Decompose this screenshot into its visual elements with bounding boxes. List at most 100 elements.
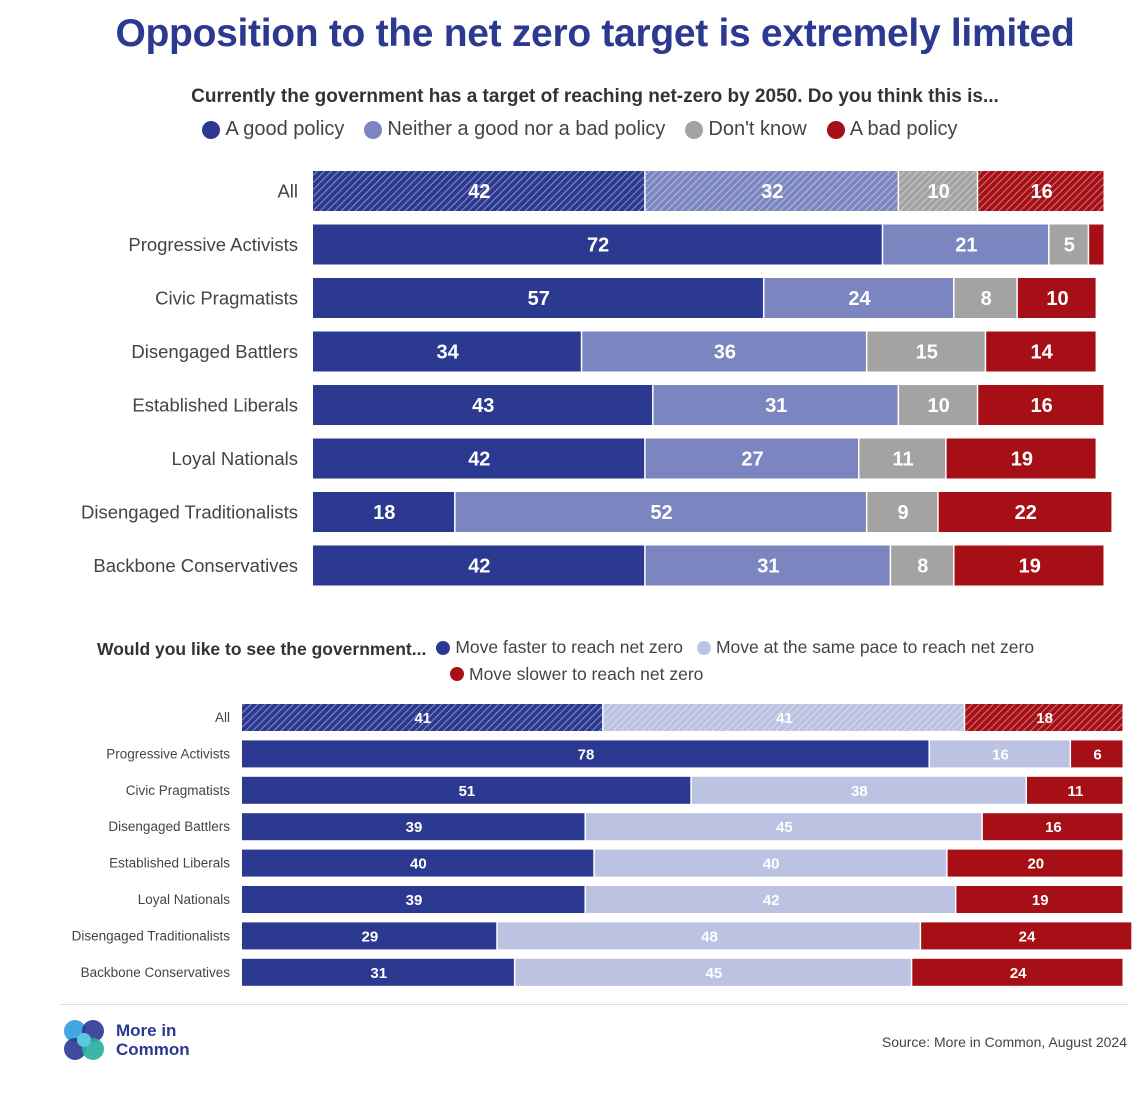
- bar-loyal-nationals-move-faster-to-reach-net-zero: [242, 886, 585, 913]
- bar-disengaged-traditionalists-move-faster-to-reach-net-zero: [242, 922, 497, 950]
- value-label-progressive-activists-neither-a-good-nor-a-bad-policy: 21: [955, 235, 977, 257]
- value-label-established-liberals-a-bad-policy: 16: [1031, 395, 1053, 417]
- value-label-backbone-conservatives-don-t-know: 8: [917, 556, 928, 578]
- bar-disengaged-battlers-a-good-policy: [313, 331, 581, 372]
- bar-disengaged-battlers-move-faster-to-reach-net-zero: [242, 813, 585, 841]
- value-label-backbone-conservatives-move-faster-to-reach-net-zero: 31: [370, 965, 387, 982]
- bar-civic-pragmatists-a-good-policy: [313, 278, 763, 318]
- category-label-disengaged-battlers: Disengaged Battlers: [108, 819, 230, 834]
- legend-dot-dontknow: [685, 120, 704, 139]
- category-label-civic-pragmatists: Civic Pragmatists: [155, 288, 298, 309]
- stacked-bar-charts: All 42 32 10 16 Progressive Activists 72 21 5 Civ…: [72, 171, 1132, 986]
- value-label-established-liberals-neither-a-good-nor-a-bad-policy: 31: [765, 395, 787, 417]
- bar-backbone-conservatives-a-good-policy: [313, 545, 645, 586]
- chart-title: Opposition to the net zero target is ext…: [115, 12, 1075, 55]
- bar-hatch-all-neither-a-good-nor-a-bad-policy: [645, 171, 898, 211]
- value-label-backbone-conservatives-a-bad-policy: 19: [1019, 556, 1041, 578]
- value-label-loyal-nationals-move-faster-to-reach-net-zero: 39: [406, 892, 423, 909]
- bar-progressive-activists-move-faster-to-reach-net-zero: [242, 740, 929, 768]
- bar-hatch-all-a-good-policy: [313, 171, 645, 211]
- value-label-disengaged-battlers-a-bad-policy: 14: [1031, 342, 1054, 364]
- value-label-disengaged-battlers-move-at-the-same-pace-to-reach-net-zero: 45: [776, 819, 793, 836]
- bar-civic-pragmatists-a-bad-policy: [1017, 278, 1096, 318]
- legend-dot-good: [202, 120, 221, 139]
- value-label-disengaged-battlers-move-faster-to-reach-net-zero: 39: [406, 819, 423, 836]
- bar-disengaged-battlers-a-bad-policy: [986, 331, 1096, 372]
- value-label-backbone-conservatives-move-at-the-same-pace-to-reach-net-zero: 45: [706, 965, 723, 982]
- bar-loyal-nationals-neither-a-good-nor-a-bad-policy: [645, 438, 858, 479]
- value-label-established-liberals-move-at-the-same-pace-to-reach-net-zero: 40: [763, 856, 780, 873]
- value-label-backbone-conservatives-move-slower-to-reach-net-zero: 24: [1010, 965, 1027, 982]
- category-label-progressive-activists: Progressive Activists: [106, 746, 230, 761]
- value-label-all-a-bad-policy: 16: [1031, 181, 1053, 203]
- category-label-all: All: [215, 710, 230, 725]
- bar-backbone-conservatives-move-faster-to-reach-net-zero: [242, 958, 514, 986]
- bar-established-liberals-move-faster-to-reach-net-zero: [242, 849, 594, 877]
- bar-hatch-all-move-at-the-same-pace-to-reach-net-zero: [603, 704, 964, 731]
- category-label-established-liberals: Established Liberals: [109, 856, 230, 871]
- legend-label-good: A good policy: [225, 118, 345, 140]
- bar-loyal-nationals-move-at-the-same-pace-to-reach-net-zero: [585, 886, 955, 913]
- question-2: Would you like to see the government...: [97, 638, 427, 659]
- bar-loyal-nationals-don-t-know: [859, 438, 946, 479]
- value-label-civic-pragmatists-a-bad-policy: 10: [1046, 288, 1068, 310]
- bar-civic-pragmatists-move-at-the-same-pace-to-reach-net-zero: [691, 776, 1026, 804]
- bar-hatch-all-move-faster-to-reach-net-zero: [242, 704, 603, 731]
- value-label-loyal-nationals-move-slower-to-reach-net-zero: 19: [1032, 892, 1049, 909]
- bar-civic-pragmatists-move-faster-to-reach-net-zero: [242, 776, 691, 804]
- bar-progressive-activists-a-good-policy: [313, 224, 882, 265]
- bar-disengaged-traditionalists-a-bad-policy: [938, 492, 1112, 532]
- legend-dot-slower: [450, 667, 464, 681]
- legend-dot-faster: [436, 640, 451, 655]
- bar-backbone-conservatives-don-t-know: [891, 545, 954, 586]
- legend-dot-bad: [826, 120, 845, 139]
- category-label-disengaged-traditionalists: Disengaged Traditionalists: [81, 502, 298, 523]
- bar-progressive-activists-move-at-the-same-pace-to-reach-net-zero: [929, 740, 1070, 768]
- value-label-disengaged-traditionalists-neither-a-good-nor-a-bad-policy: 52: [650, 502, 672, 524]
- value-label-civic-pragmatists-a-good-policy: 57: [528, 288, 550, 310]
- category-label-established-liberals: Established Liberals: [132, 395, 298, 416]
- bar-civic-pragmatists-don-t-know: [954, 278, 1017, 318]
- category-label-loyal-nationals: Loyal Nationals: [138, 892, 231, 907]
- bar-established-liberals-move-at-the-same-pace-to-reach-net-zero: [594, 849, 947, 877]
- bar-backbone-conservatives-neither-a-good-nor-a-bad-policy: [645, 545, 890, 586]
- bar-established-liberals-a-bad-policy: [978, 385, 1104, 425]
- logo-line-2: Common: [116, 1040, 190, 1059]
- legend-item-slower: Move slower to reach net zero: [450, 662, 703, 687]
- bar-loyal-nationals-move-slower-to-reach-net-zero: [956, 886, 1123, 913]
- legend-item-faster: Move faster to reach net zero: [436, 635, 683, 660]
- value-label-disengaged-battlers-don-t-know: 15: [916, 342, 938, 364]
- category-label-backbone-conservatives: Backbone Conservatives: [81, 965, 231, 980]
- bar-disengaged-battlers-don-t-know: [867, 331, 985, 372]
- value-label-all-a-good-policy: 42: [468, 181, 490, 203]
- category-label-all: All: [277, 181, 298, 202]
- value-label-established-liberals-a-good-policy: 43: [472, 395, 494, 417]
- legend-dot-same: [696, 640, 711, 655]
- value-label-all-move-at-the-same-pace-to-reach-net-zero: 41: [776, 710, 793, 727]
- legend-label-slower: Move slower to reach net zero: [469, 663, 704, 684]
- bar-hatch-all-don-t-know: [899, 171, 977, 211]
- value-label-disengaged-traditionalists-move-at-the-same-pace-to-reach-net-zero: 48: [701, 928, 718, 945]
- value-label-disengaged-traditionalists-a-bad-policy: 22: [1015, 502, 1037, 524]
- legend-item-dontknow: Don't know: [685, 118, 807, 141]
- legend-item-neither: Neither a good nor a bad policy: [364, 118, 665, 141]
- value-label-disengaged-traditionalists-don-t-know: 9: [897, 502, 908, 524]
- value-label-civic-pragmatists-neither-a-good-nor-a-bad-policy: 24: [848, 288, 871, 310]
- bar-disengaged-traditionalists-a-good-policy: [313, 492, 455, 532]
- value-label-progressive-activists-move-slower-to-reach-net-zero: 6: [1093, 746, 1101, 763]
- bar-established-liberals-move-slower-to-reach-net-zero: [947, 849, 1123, 877]
- value-label-backbone-conservatives-neither-a-good-nor-a-bad-policy: 31: [757, 556, 779, 578]
- question-2-block: Would you like to see the government... M…: [97, 635, 1107, 688]
- value-label-civic-pragmatists-move-at-the-same-pace-to-reach-net-zero: 38: [851, 783, 868, 800]
- value-label-backbone-conservatives-a-good-policy: 42: [468, 556, 490, 578]
- bar-disengaged-battlers-move-at-the-same-pace-to-reach-net-zero: [585, 813, 982, 841]
- category-label-loyal-nationals: Loyal Nationals: [172, 448, 299, 469]
- legend-label-bad: A bad policy: [849, 118, 958, 140]
- bar-progressive-activists-don-t-know: [1049, 224, 1088, 265]
- bar-disengaged-traditionalists-don-t-know: [867, 492, 938, 532]
- bar-civic-pragmatists-neither-a-good-nor-a-bad-policy: [764, 278, 954, 318]
- value-label-loyal-nationals-neither-a-good-nor-a-bad-policy: 27: [741, 449, 763, 471]
- value-label-disengaged-battlers-neither-a-good-nor-a-bad-policy: 36: [714, 342, 736, 364]
- value-label-civic-pragmatists-don-t-know: 8: [981, 288, 992, 310]
- question-1: Currently the government has a target of…: [191, 86, 999, 107]
